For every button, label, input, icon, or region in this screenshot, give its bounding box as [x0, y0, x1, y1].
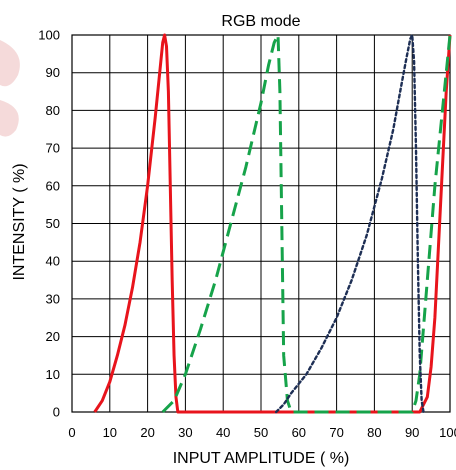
x-tick-label: 80 [367, 425, 381, 440]
x-tick-labels: 0 10 20 30 40 50 60 70 80 90 100 [68, 425, 456, 440]
y-tick-label: 70 [46, 141, 60, 156]
x-tick-label: 70 [329, 425, 343, 440]
x-tick-label: 30 [178, 425, 192, 440]
chart-title: RGB mode [221, 13, 300, 30]
y-tick-label: 80 [46, 103, 60, 118]
y-tick-label: 50 [46, 216, 60, 231]
x-axis-label: INPUT AMPLITUDE ( %) [173, 450, 350, 467]
y-tick-label: 0 [53, 405, 60, 420]
y-tick-label: 100 [38, 28, 60, 43]
series-line-2 [161, 33, 452, 414]
y-tick-labels: 0 10 20 30 40 50 60 70 80 90 100 [38, 28, 60, 420]
y-tick-label: 20 [46, 329, 60, 344]
x-tick-label: 20 [140, 425, 154, 440]
series-line-1 [93, 33, 452, 414]
y-tick-label: 90 [46, 65, 60, 80]
x-tick-label: 40 [216, 425, 230, 440]
y-axis-label: INTENSITY ( %) [11, 163, 28, 280]
x-tick-label: 100 [439, 425, 456, 440]
x-tick-label: 50 [254, 425, 268, 440]
series-line-3 [274, 33, 425, 414]
grid-lines [71, 34, 451, 413]
y-tick-label: 60 [46, 178, 60, 193]
x-tick-label: 90 [405, 425, 419, 440]
y-tick-label: 40 [46, 254, 60, 269]
series-group [93, 33, 452, 414]
y-tick-label: 30 [46, 291, 60, 306]
x-tick-label: 10 [103, 425, 117, 440]
x-tick-label: 0 [68, 425, 75, 440]
x-tick-label: 60 [292, 425, 306, 440]
logo-watermark [0, 40, 20, 137]
y-tick-label: 10 [46, 367, 60, 382]
